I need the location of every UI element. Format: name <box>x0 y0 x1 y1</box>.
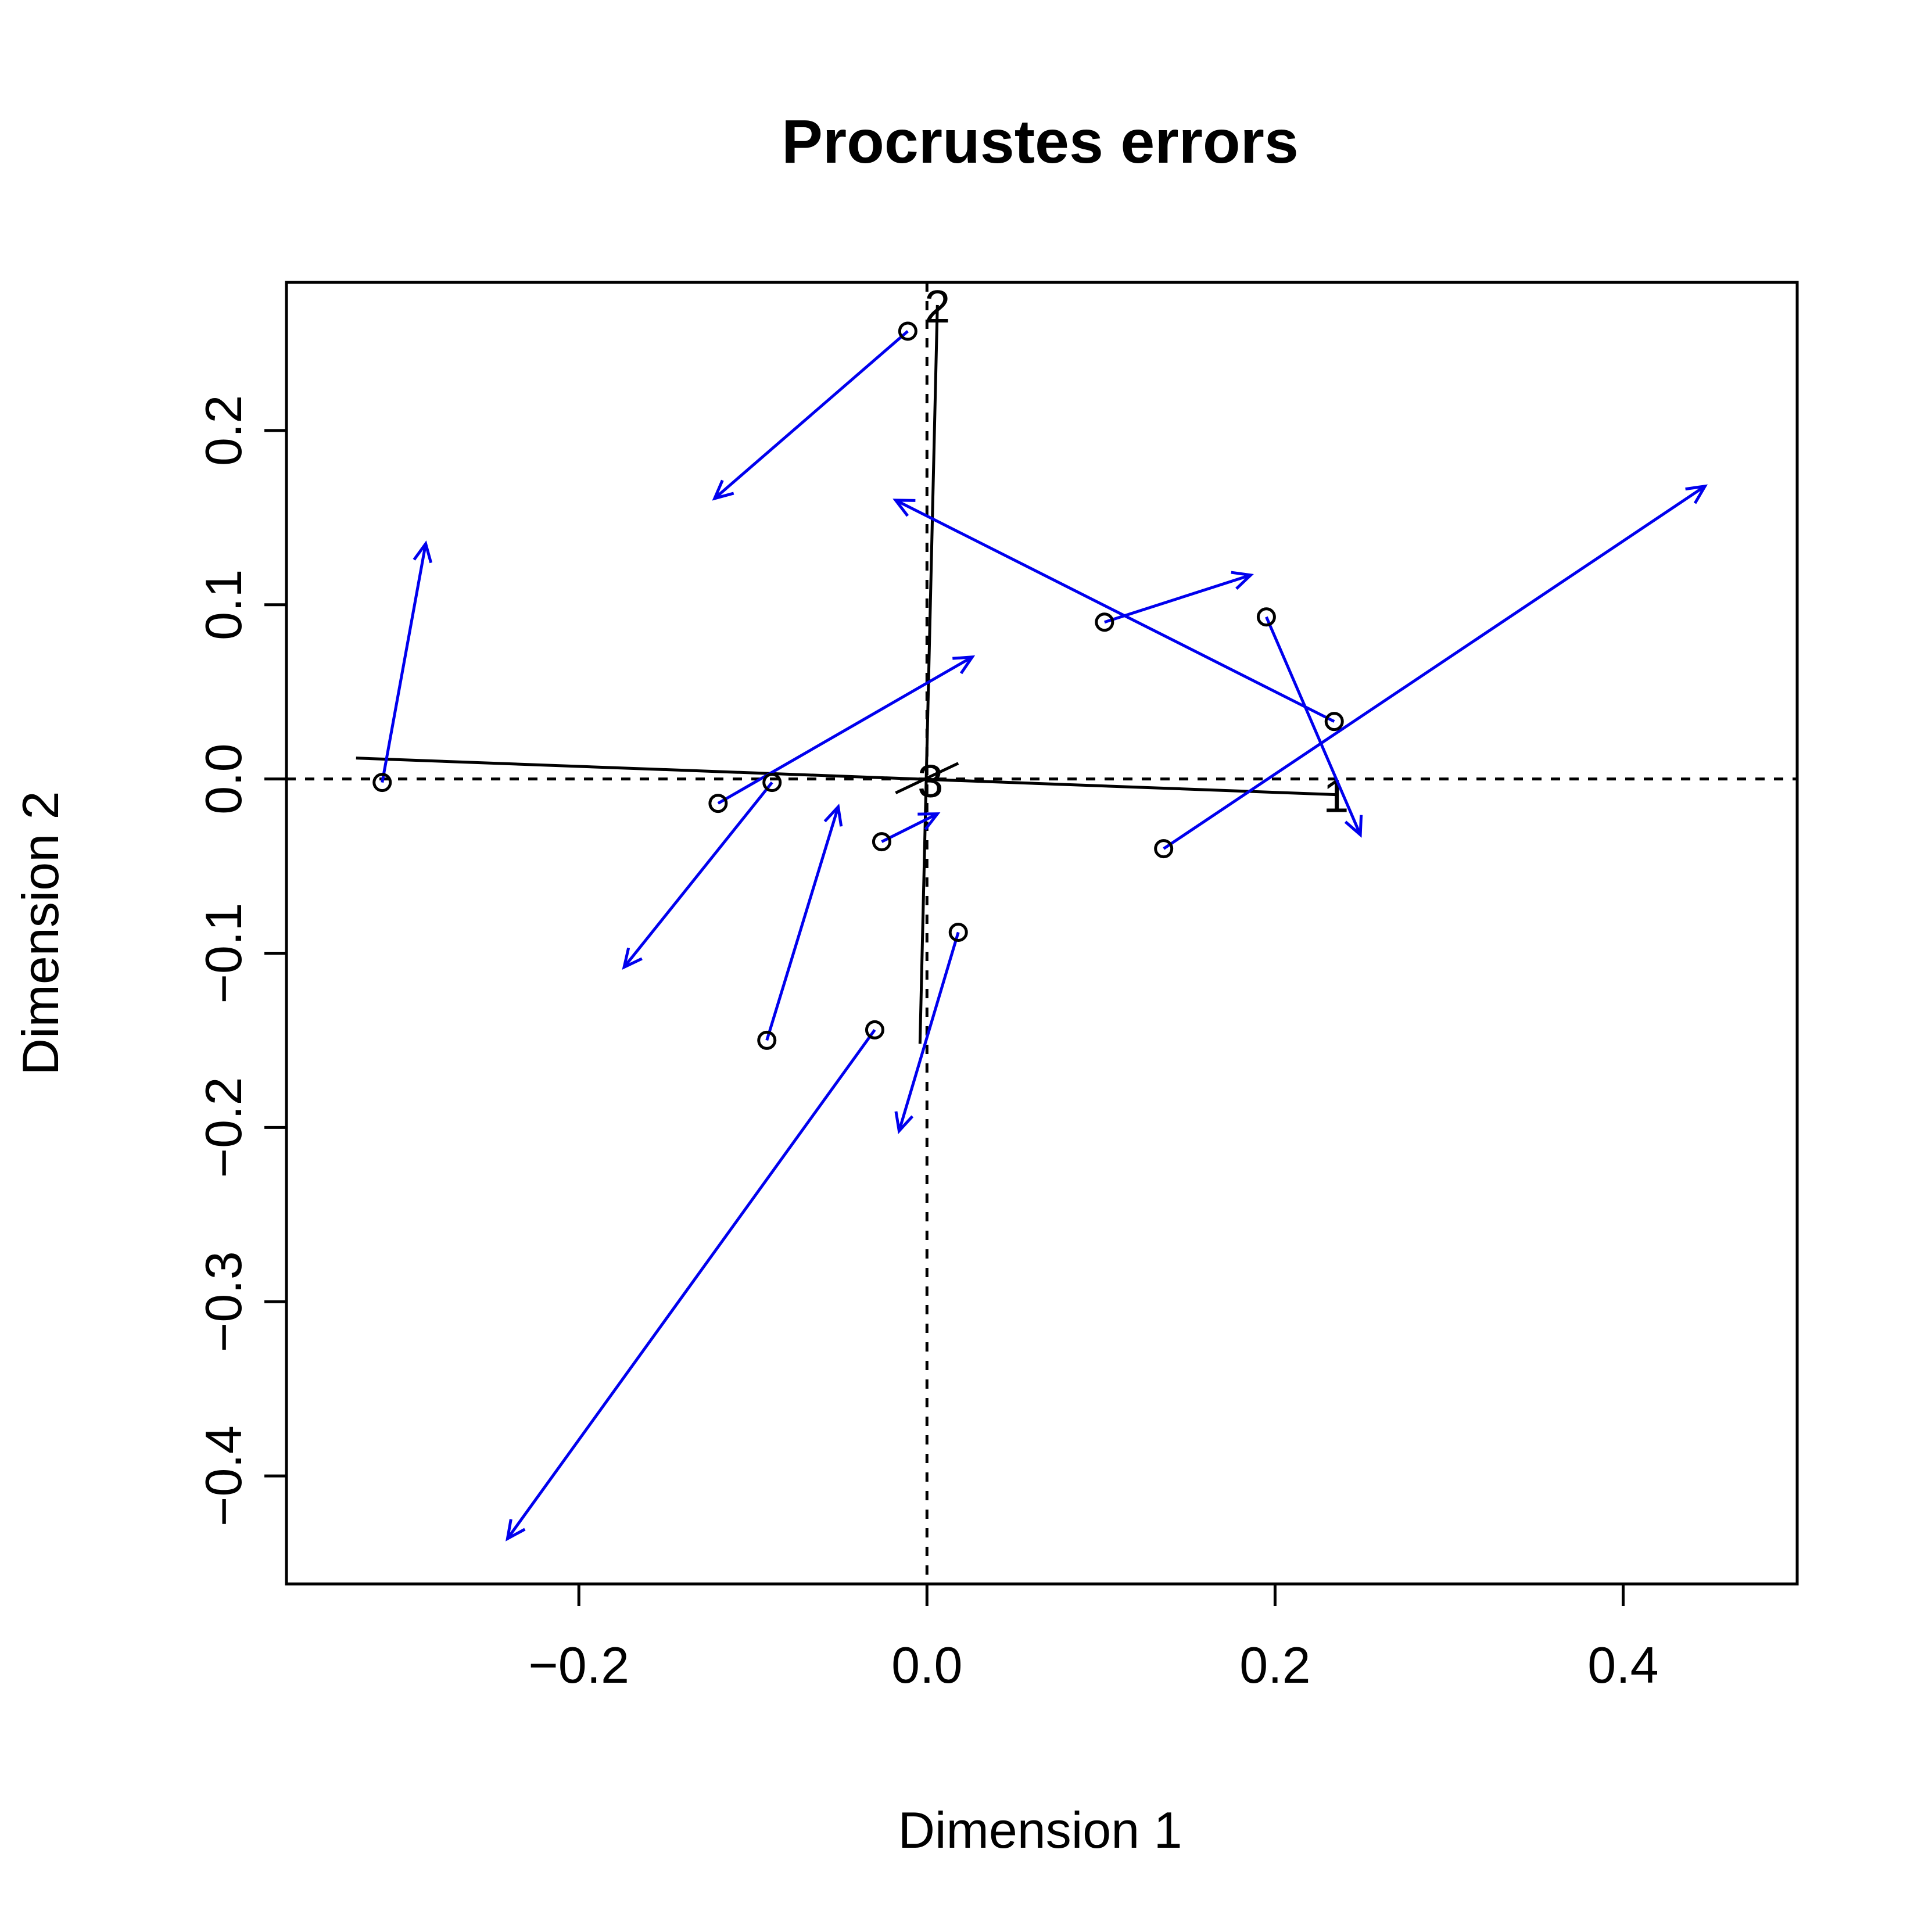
data-point-3 <box>1095 612 1114 632</box>
y-tick-label-5: 0.1 <box>195 569 252 640</box>
y-tick-label-4: 0.0 <box>195 743 252 814</box>
data-point-12 <box>865 1020 884 1040</box>
error-arrow-11 <box>765 804 843 1041</box>
y-tick-label-2: −0.2 <box>195 1077 252 1178</box>
data-point-5 <box>1324 712 1344 732</box>
y-tick-label-0: −0.4 <box>195 1425 252 1526</box>
plot-frame <box>285 281 1799 1586</box>
data-point-4 <box>1256 607 1276 627</box>
rotation-axis-label-2: 2 <box>924 281 951 332</box>
data-points <box>372 321 1344 1050</box>
data-point-6 <box>762 773 782 793</box>
error-arrow-2 <box>712 330 909 501</box>
rotation-axis-1 <box>356 757 1336 797</box>
rotation-axis-2 <box>918 304 939 1044</box>
data-point-1 <box>372 773 392 793</box>
x-axis-label: Dimension 1 <box>898 1801 1182 1859</box>
data-point-7 <box>708 794 728 813</box>
data-point-9 <box>872 832 891 852</box>
error-arrow-5 <box>892 499 1335 723</box>
y-tick-label-1: −0.3 <box>195 1251 252 1352</box>
error-arrow-10 <box>894 931 960 1134</box>
error-arrows <box>381 330 1708 1542</box>
x-tick-label-1: 0.0 <box>891 1636 962 1694</box>
data-point-8 <box>1154 839 1174 859</box>
y-axis: −0.4 −0.3 −0.2 −0.1 0.0 0.1 0.2 <box>195 395 288 1526</box>
data-point-11 <box>757 1030 777 1050</box>
error-arrow-6 <box>622 782 773 970</box>
x-axis: −0.2 0.0 0.2 0.4 <box>528 1582 1659 1694</box>
error-arrow-8 <box>1163 484 1708 850</box>
rotation-axis-3 <box>895 762 959 794</box>
x-tick-label-2: 0.2 <box>1239 1636 1310 1694</box>
error-arrow-1 <box>381 540 433 783</box>
error-arrow-4 <box>1265 616 1363 838</box>
error-arrow-12 <box>506 1028 876 1542</box>
y-tick-label-6: 0.2 <box>195 395 252 466</box>
error-arrow-3 <box>1104 571 1254 624</box>
rotation-axes: 123 <box>356 281 1349 1044</box>
y-tick-label-3: −0.1 <box>195 903 252 1004</box>
error-arrow-7 <box>717 655 976 805</box>
y-axis-label: Dimension 2 <box>12 791 69 1075</box>
data-point-2 <box>898 321 917 341</box>
rotation-axis-label-3: 3 <box>917 755 944 807</box>
chart-title: Procrustes errors <box>782 107 1299 176</box>
x-tick-label-0: −0.2 <box>528 1636 629 1694</box>
data-point-10 <box>948 923 968 942</box>
reference-lines <box>286 282 1797 1584</box>
x-tick-label-3: 0.4 <box>1587 1636 1658 1694</box>
error-arrow-9 <box>881 812 941 843</box>
